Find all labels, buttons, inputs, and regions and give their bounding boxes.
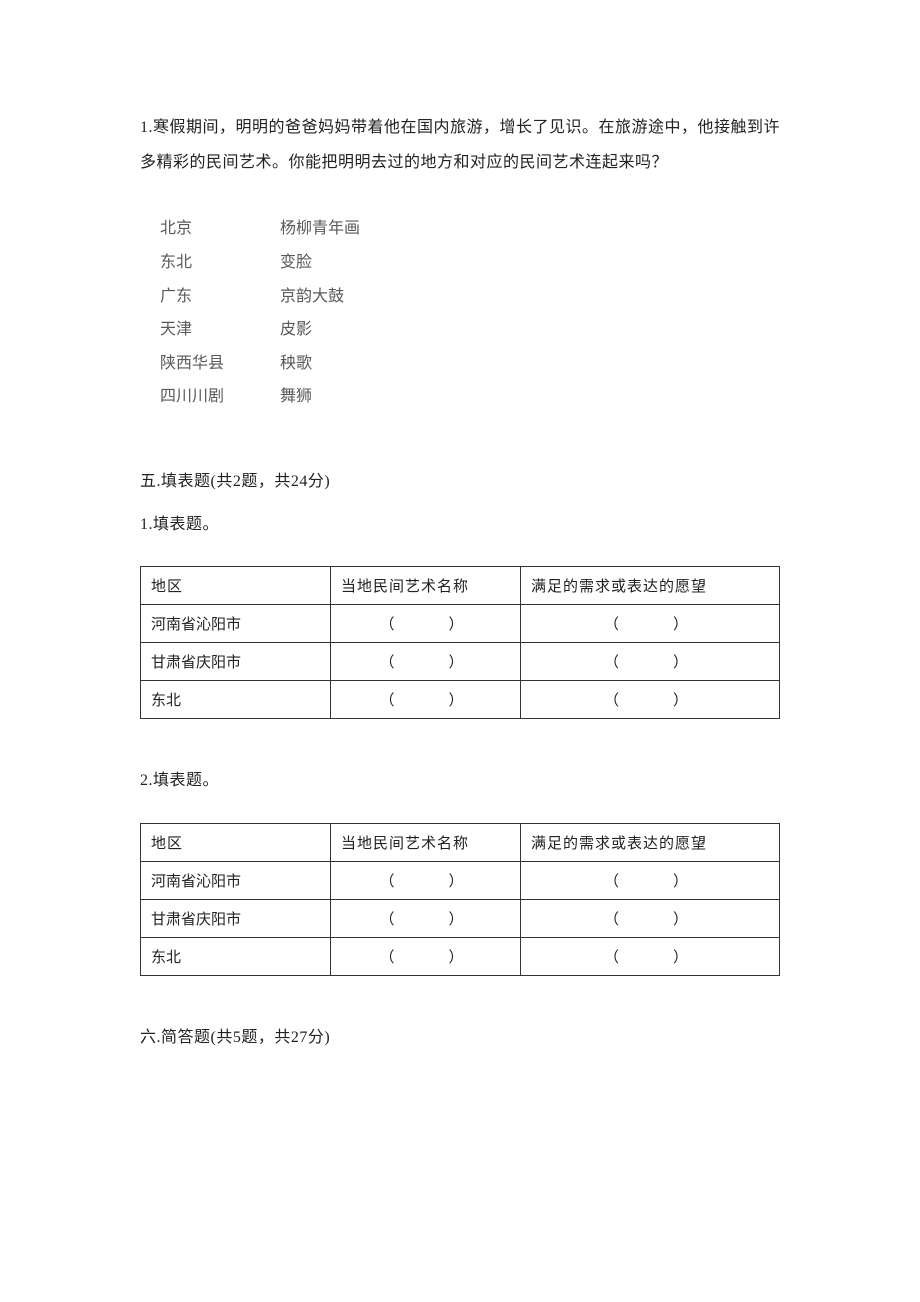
cell-art: （ ） [331,605,521,643]
table-row: 甘肃省庆阳市 （ ） （ ） [141,643,780,681]
cell-wish: （ ） [521,681,780,719]
match-row: 东北 变脸 [160,246,780,280]
cell-wish: （ ） [521,937,780,975]
match-left: 陕西华县 [160,347,280,381]
cell-art: （ ） [331,937,521,975]
cell-region: 河南省沁阳市 [141,861,331,899]
match-right: 皮影 [280,313,780,347]
match-left: 四川川剧 [160,380,280,414]
question-1-body: 寒假期间，明明的爸爸妈妈带着他在国内旅游，增长了见识。在旅游途中，他接触到许多精… [140,119,780,171]
cell-region: 东北 [141,681,331,719]
question-1-prefix: 1. [140,119,153,136]
matching-table: 北京 杨柳青年画 东北 变脸 广东 京韵大鼓 天津 皮影 陕西华县 秧歌 四川川… [160,212,780,414]
table-row: 东北 （ ） （ ） [141,937,780,975]
match-right: 秧歌 [280,347,780,381]
th-art: 当地民间艺术名称 [331,823,521,861]
match-right: 杨柳青年画 [280,212,780,246]
cell-art: （ ） [331,681,521,719]
cell-wish: （ ） [521,605,780,643]
table-question-2-label: 2.填表题。 [140,763,780,798]
table-header-row: 地区 当地民间艺术名称 满足的需求或表达的愿望 [141,567,780,605]
cell-wish: （ ） [521,861,780,899]
match-left: 北京 [160,212,280,246]
fill-table-1: 地区 当地民间艺术名称 满足的需求或表达的愿望 河南省沁阳市 （ ） （ ） 甘… [140,566,780,719]
match-row: 广东 京韵大鼓 [160,280,780,314]
fill-table-2: 地区 当地民间艺术名称 满足的需求或表达的愿望 河南省沁阳市 （ ） （ ） 甘… [140,823,780,976]
th-wish: 满足的需求或表达的愿望 [521,567,780,605]
match-row: 四川川剧 舞狮 [160,380,780,414]
table-row: 河南省沁阳市 （ ） （ ） [141,861,780,899]
match-left: 天津 [160,313,280,347]
section-6-header: 六.简答题(共5题，共27分) [140,1020,780,1055]
match-right: 变脸 [280,246,780,280]
cell-region: 甘肃省庆阳市 [141,643,331,681]
cell-region: 甘肃省庆阳市 [141,899,331,937]
table-row: 河南省沁阳市 （ ） （ ） [141,605,780,643]
cell-wish: （ ） [521,643,780,681]
table-header-row: 地区 当地民间艺术名称 满足的需求或表达的愿望 [141,823,780,861]
section-5-header: 五.填表题(共2题，共24分) [140,464,780,499]
th-wish: 满足的需求或表达的愿望 [521,823,780,861]
cell-region: 东北 [141,937,331,975]
match-row: 北京 杨柳青年画 [160,212,780,246]
cell-art: （ ） [331,899,521,937]
match-left: 东北 [160,246,280,280]
match-row: 天津 皮影 [160,313,780,347]
match-row: 陕西华县 秧歌 [160,347,780,381]
cell-wish: （ ） [521,899,780,937]
question-1-text: 1.寒假期间，明明的爸爸妈妈带着他在国内旅游，增长了见识。在旅游途中，他接触到许… [140,110,780,180]
table-row: 东北 （ ） （ ） [141,681,780,719]
th-art: 当地民间艺术名称 [331,567,521,605]
match-left: 广东 [160,280,280,314]
cell-region: 河南省沁阳市 [141,605,331,643]
cell-art: （ ） [331,643,521,681]
cell-art: （ ） [331,861,521,899]
match-right: 京韵大鼓 [280,280,780,314]
table-row: 甘肃省庆阳市 （ ） （ ） [141,899,780,937]
table-question-1-label: 1.填表题。 [140,507,780,542]
th-region: 地区 [141,567,331,605]
match-right: 舞狮 [280,380,780,414]
th-region: 地区 [141,823,331,861]
